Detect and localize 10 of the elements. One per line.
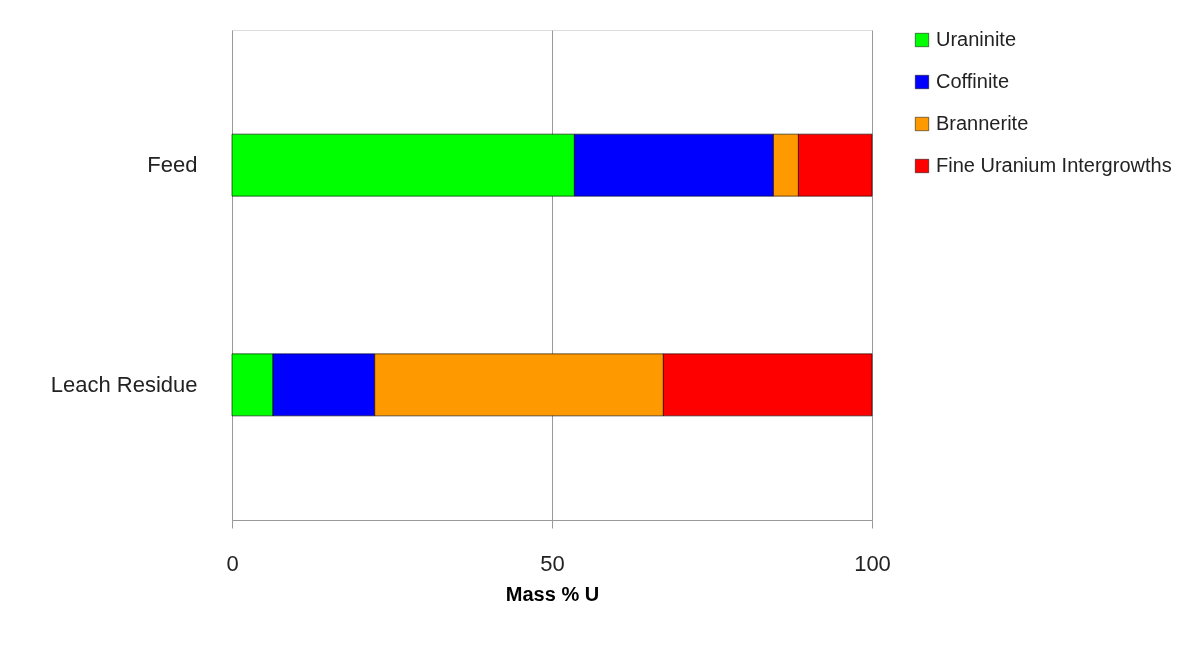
x-tick-label: 0 — [226, 550, 239, 576]
legend-label: Uraninite — [936, 28, 1017, 50]
legend-label: Brannerite — [936, 112, 1029, 134]
y-tick-label: Leach Residue — [50, 371, 198, 397]
x-axis-title: Mass % U — [505, 582, 600, 605]
legend-label: Fine Uranium Intergrowths — [936, 154, 1172, 176]
x-tick-label: 50 — [540, 550, 565, 576]
y-tick-label: Feed — [147, 152, 198, 178]
legend-label: Coffinite — [936, 70, 1010, 92]
x-tick-label: 100 — [854, 550, 891, 576]
